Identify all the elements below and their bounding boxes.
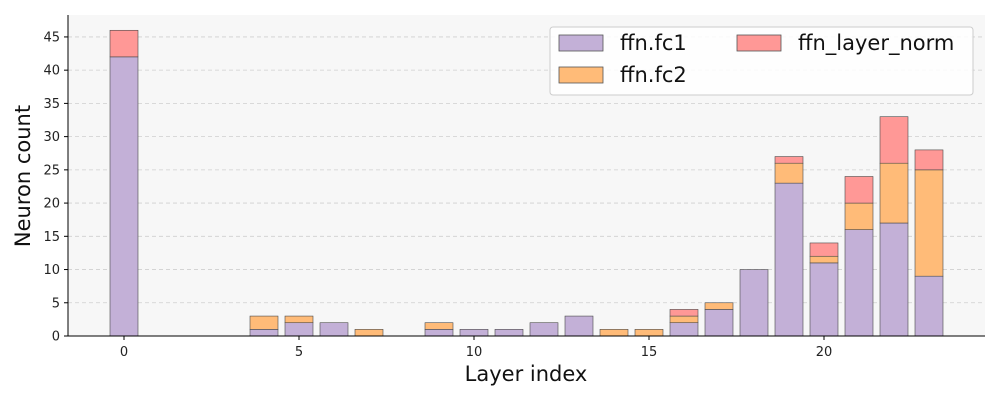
bar-ffn-fc1-layer-19	[774, 182, 804, 337]
bar-ffn-layer-norm-layer-21	[844, 176, 874, 204]
bar-ffn-fc2-layer-22	[879, 162, 909, 224]
bar-ffn-fc1-layer-0	[109, 56, 139, 337]
bar-ffn-fc2-layer-14	[599, 329, 629, 337]
bar-ffn-layer-norm-layer-19	[774, 156, 804, 164]
bar-ffn-fc1-layer-9	[424, 329, 454, 337]
bar-ffn-fc2-layer-21	[844, 202, 874, 230]
y-tick-label: 45	[43, 30, 60, 45]
bar-ffn-fc2-layer-20	[809, 255, 839, 264]
bar-ffn-fc1-layer-16	[669, 322, 699, 337]
bar-ffn-fc2-layer-4	[249, 315, 279, 330]
bar-ffn-fc2-layer-5	[284, 315, 314, 324]
bar-ffn-layer-norm-layer-16	[669, 309, 699, 317]
bar-ffn-fc1-layer-23	[914, 275, 944, 337]
bar-ffn-layer-norm-layer-23	[914, 149, 944, 171]
y-tick-label: 15	[43, 230, 60, 245]
legend-label-ffn-layer-norm: ffn_layer_norm	[798, 31, 954, 56]
bar-ffn-fc1-layer-21	[844, 229, 874, 337]
x-ticks: 0 5 10 15 20	[120, 336, 832, 360]
axes-group	[67, 15, 985, 337]
bar-ffn-fc1-layer-4	[249, 329, 279, 337]
bar-ffn-fc2-layer-7	[354, 329, 384, 337]
x-tick-label: 10	[466, 345, 483, 360]
legend-swatch-ffn-fc1	[558, 34, 604, 52]
x-tick-label: 20	[816, 345, 833, 360]
bar-ffn-fc1-layer-13	[564, 315, 594, 337]
bar-ffn-fc1-layer-12	[529, 322, 559, 337]
legend-frame	[549, 26, 974, 96]
y-ticks: 0 5 10 15 20 25 30 35 40 45	[43, 30, 68, 345]
legend-swatch-ffn-fc2	[558, 66, 604, 84]
bar-ffn-fc1-layer-17	[704, 309, 734, 337]
bar-ffn-fc2-layer-19	[774, 162, 804, 184]
y-tick-label: 40	[43, 64, 60, 79]
bar-ffn-fc1-layer-5	[284, 322, 314, 337]
bar-ffn-fc1-layer-6	[319, 322, 349, 337]
bar-ffn-fc1-layer-11	[494, 329, 524, 337]
bar-ffn-fc2-layer-17	[704, 302, 734, 310]
bar-ffn-fc2-layer-23	[914, 169, 944, 277]
bar-ffn-layer-norm-layer-20	[809, 242, 839, 257]
legend-label-ffn-fc1: ffn.fc1	[620, 31, 687, 55]
y-tick-label: 10	[43, 263, 60, 278]
bars-group	[109, 29, 944, 337]
x-tick-label: 15	[641, 345, 658, 360]
bar-ffn-fc2-layer-15	[634, 329, 664, 337]
bar-ffn-fc1-layer-18	[739, 269, 769, 337]
legend-swatch-ffn-layer-norm	[736, 34, 782, 52]
y-tick-label: 5	[52, 296, 60, 311]
y-tick-label: 20	[43, 197, 60, 212]
bar-ffn-layer-norm-layer-0	[109, 29, 139, 58]
bar-ffn-layer-norm-layer-22	[879, 116, 909, 164]
x-tick-label: 0	[120, 345, 128, 360]
bar-ffn-fc2-layer-16	[669, 315, 699, 324]
bar-ffn-fc1-layer-10	[459, 329, 489, 337]
legend-label-ffn-fc2: ffn.fc2	[620, 63, 687, 87]
bar-ffn-fc1-layer-20	[809, 262, 839, 337]
y-tick-label: 25	[43, 163, 60, 178]
legend: ffn.fc1 ffn.fc2 ffn_layer_norm	[549, 26, 974, 96]
x-tick-label: 5	[295, 345, 303, 360]
y-axis-label: Neuron count	[11, 105, 35, 247]
y-tick-label: 30	[43, 130, 60, 145]
y-tick-label: 0	[52, 330, 60, 345]
x-axis-label: Layer index	[465, 362, 588, 386]
bar-ffn-fc1-layer-22	[879, 222, 909, 337]
bar-ffn-fc2-layer-9	[424, 322, 454, 330]
y-tick-label: 35	[43, 97, 60, 112]
